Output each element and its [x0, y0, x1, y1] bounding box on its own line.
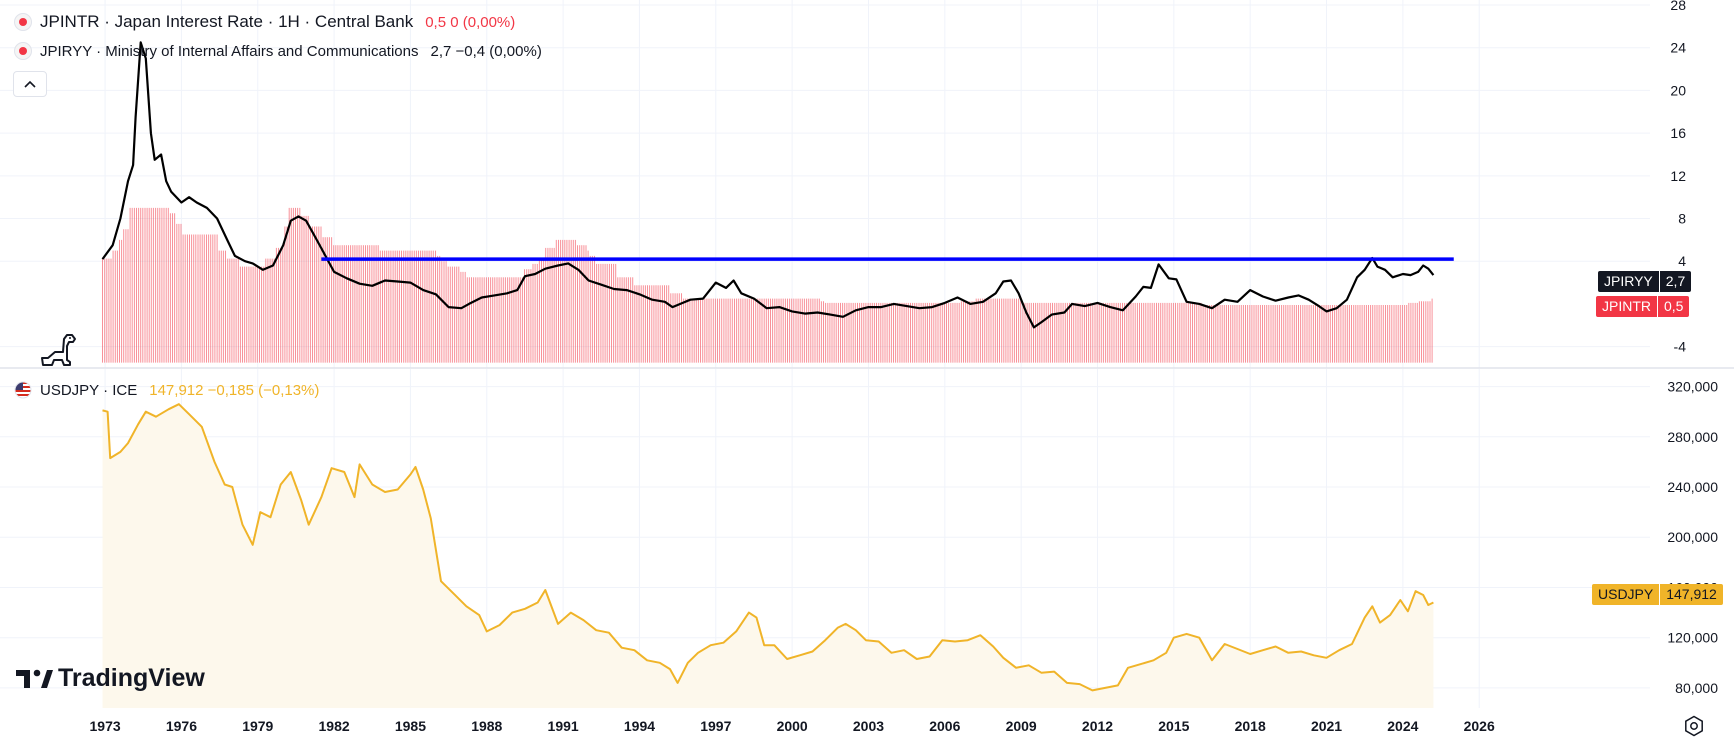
price-tag-jpiryy: JPIRYY 2,7 [1598, 271, 1692, 292]
legend-jpiryy-value: 2,7 −0,4 (0,00%) [430, 42, 542, 60]
tradingview-logo[interactable]: TradingView [14, 664, 205, 693]
legend-jpiryy[interactable]: JPIRYY · Ministry of Internal Affairs an… [14, 42, 542, 60]
legend-jpintr-value: 0,5 0 (0,00%) [425, 13, 516, 31]
top-y-axis: 28 24 20 16 12 8 4 -4 [1670, 0, 1686, 355]
x-tick-label: 2003 [853, 718, 884, 734]
price-tag-usdjpy-value: 147,912 [1659, 584, 1723, 605]
x-tick-label: 1997 [700, 718, 731, 734]
y-tick-label: 120,000 [1667, 630, 1718, 646]
jpiryy-line-group [101, 41, 1435, 329]
x-tick-label: 1988 [471, 718, 502, 734]
y-tick-label: 20 [1670, 82, 1686, 98]
y-tick-label: 4 [1678, 253, 1686, 269]
price-tag-jpiryy-value: 2,7 [1658, 271, 1691, 292]
dinosaur-icon[interactable] [40, 332, 78, 373]
x-tick-label: 2012 [1082, 718, 1113, 734]
jpintr-histogram [102, 207, 1433, 363]
brand-name: TradingView [58, 664, 205, 692]
legend-jpintr-name: JPINTR · Japan Interest Rate · 1H · Cent… [40, 12, 414, 31]
legend-collapse-button[interactable] [13, 71, 47, 97]
x-tick-label: 1982 [319, 718, 350, 734]
us-flag-icon [14, 381, 32, 399]
series-status-icon [14, 42, 32, 60]
y-tick-label: 200,000 [1667, 529, 1718, 545]
x-tick-label: 2024 [1387, 718, 1418, 734]
x-tick-label: 2015 [1158, 718, 1189, 734]
x-tick-label: 2006 [929, 718, 960, 734]
x-tick-label: 1991 [548, 718, 579, 734]
y-tick-label: 16 [1670, 125, 1686, 141]
y-tick-label: 8 [1678, 211, 1686, 227]
y-tick-label: 240,000 [1667, 479, 1718, 495]
usdjpy-area-fill [102, 404, 1434, 708]
x-tick-label: 1976 [166, 718, 197, 734]
x-tick-label: 2021 [1311, 718, 1342, 734]
x-axis: 1973 1976 1979 1982 1985 1988 1991 1994 1997 2000… [90, 718, 1495, 734]
legend-jpintr[interactable]: JPINTR · Japan Interest Rate · 1H · Cent… [14, 12, 515, 32]
legend-usdjpy-value: 147,912 −0,185 (−0,13%) [149, 381, 320, 399]
x-tick-label: 1973 [90, 718, 121, 734]
legend-jpiryy-name: JPIRYY · Ministry of Internal Affairs an… [40, 42, 419, 60]
jpiryy-line [101, 41, 1435, 329]
series-status-icon [14, 13, 32, 31]
price-tag-jpintr: JPINTR 0,5 [1596, 296, 1690, 317]
price-tag-usdjpy-label: USDJPY [1598, 586, 1654, 602]
y-tick-label: -4 [1674, 339, 1687, 355]
legend-usdjpy-name: USDJPY · ICE [40, 381, 138, 399]
y-tick-label: 24 [1670, 40, 1686, 56]
y-tick-label: 12 [1670, 168, 1686, 184]
settings-gear-icon[interactable] [1683, 715, 1705, 742]
price-tag-usdjpy: USDJPY 147,912 [1592, 584, 1723, 605]
y-tick-label: 320,000 [1667, 379, 1718, 395]
y-tick-label: 80,000 [1675, 680, 1718, 696]
y-tick-label: 280,000 [1667, 429, 1718, 445]
x-tick-label: 1994 [624, 718, 655, 734]
y-tick-label: 28 [1670, 0, 1686, 13]
x-tick-label: 2000 [777, 718, 808, 734]
usdjpy-area-group [102, 403, 1434, 708]
price-tag-jpintr-value: 0,5 [1657, 296, 1689, 317]
x-tick-label: 1985 [395, 718, 426, 734]
x-tick-label: 2026 [1464, 718, 1495, 734]
bottom-y-axis: 320,000280,000240,000200,000160,000120,0… [1667, 379, 1718, 696]
x-tick-label: 2009 [1006, 718, 1037, 734]
tradingview-logo-icon [16, 669, 53, 688]
chevron-up-icon [24, 80, 36, 88]
price-tag-jpintr-label: JPINTR [1602, 298, 1651, 314]
legend-usdjpy[interactable]: USDJPY · ICE 147,912 −0,185 (−0,13%) [14, 381, 319, 399]
x-tick-label: 1979 [242, 718, 273, 734]
x-tick-label: 2018 [1235, 718, 1266, 734]
price-tag-jpiryy-label: JPIRYY [1604, 273, 1653, 289]
usdjpy-line [102, 403, 1434, 692]
